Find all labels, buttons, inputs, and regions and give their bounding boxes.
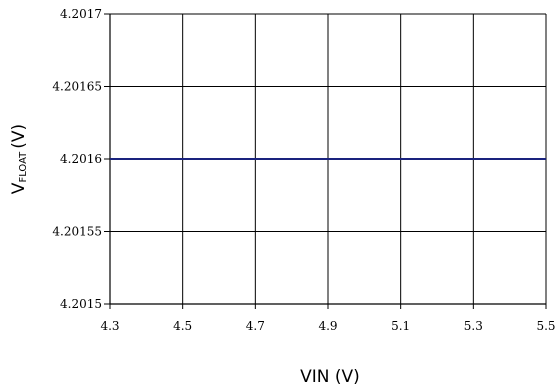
y-tick-labels: 4.2015 4.20155 4.2016 4.20165 4.2017	[52, 7, 102, 311]
x-tick-label: 5.3	[464, 319, 483, 333]
x-tick-label: 5.1	[391, 319, 410, 333]
svg-text:VFLOAT(V): VFLOAT (V)	[9, 124, 29, 194]
x-tick-label: 4.7	[246, 319, 265, 333]
y-tick-label: 4.2016	[60, 152, 102, 166]
y-tick-label: 4.20165	[52, 80, 102, 94]
axes	[104, 13, 547, 309]
y-axis-label-unit: (V)	[9, 124, 29, 149]
x-axis-label: VIN (V)	[300, 367, 360, 387]
x-tick-label: 5.5	[536, 319, 555, 333]
y-axis-label-main: V	[9, 182, 29, 194]
x-tick-label: 4.3	[100, 319, 119, 333]
x-tick-labels: 4.3 4.5 4.7 4.9 5.1 5.3 5.5	[100, 319, 555, 333]
x-tick-label: 4.9	[318, 319, 337, 333]
y-axis-label: VFLOAT (V)	[9, 124, 29, 194]
y-tick-label: 4.2015	[60, 297, 102, 311]
y-tick-label: 4.20155	[52, 225, 102, 239]
y-axis-label-sub: FLOAT	[18, 151, 29, 183]
y-tick-label: 4.2017	[60, 7, 102, 21]
x-tick-label: 4.5	[173, 319, 192, 333]
